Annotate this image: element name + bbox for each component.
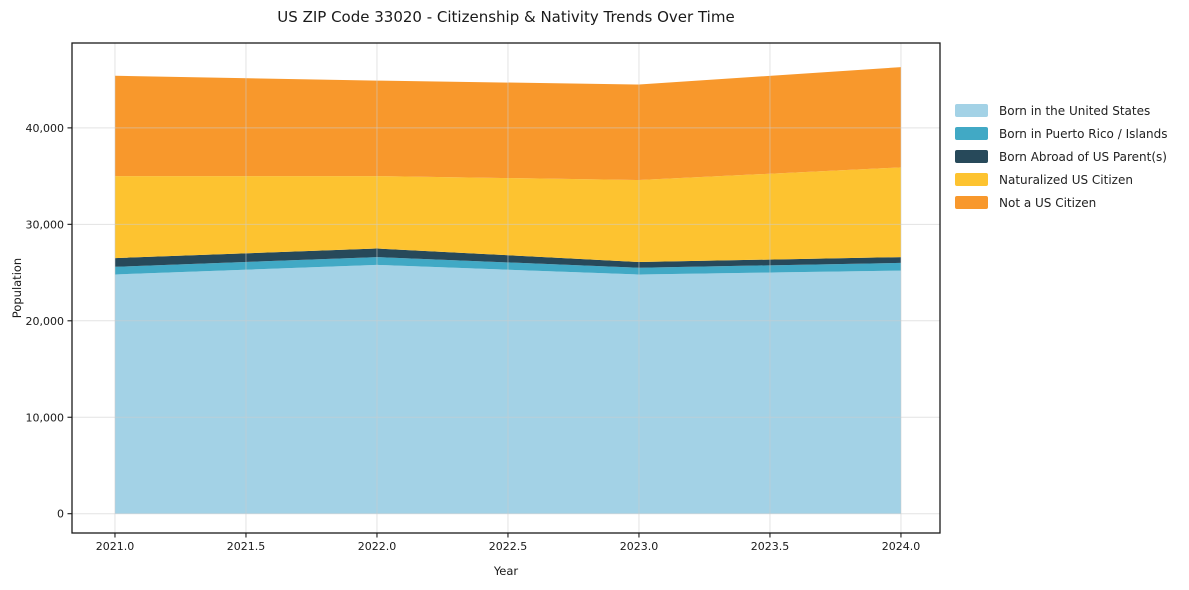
- legend-label: Not a US Citizen: [999, 195, 1097, 210]
- x-axis-label: Year: [493, 564, 519, 578]
- x-tick-label: 2022.5: [489, 540, 528, 553]
- y-tick-label: 0: [57, 508, 64, 521]
- x-tick-label: 2021.5: [227, 540, 266, 553]
- legend-label: Born Abroad of US Parent(s): [999, 149, 1167, 164]
- y-tick-label: 40,000: [26, 122, 65, 135]
- y-axis-label: Population: [10, 257, 24, 319]
- legend-label: Naturalized US Citizen: [999, 172, 1133, 187]
- legend-label: Born in the United States: [999, 103, 1151, 118]
- legend-item-born-in-puerto-rico-islands: Born in Puerto Rico / Islands: [955, 126, 1168, 141]
- y-tick-label: 30,000: [26, 218, 65, 231]
- legend-swatch: [955, 150, 988, 163]
- legend-item-not-a-us-citizen: Not a US Citizen: [955, 195, 1168, 210]
- legend-swatch: [955, 173, 988, 186]
- legend-swatch: [955, 104, 988, 117]
- plot-border: [71, 42, 941, 534]
- legend: Born in the United States Born in Puerto …: [955, 103, 1168, 210]
- legend-item-born-abroad-of-us-parent-s: Born Abroad of US Parent(s): [955, 149, 1168, 164]
- legend-label: Born in Puerto Rico / Islands: [999, 126, 1168, 141]
- y-tick-label: 20,000: [26, 315, 65, 328]
- legend-swatch: [955, 196, 988, 209]
- y-tick-label: 10,000: [26, 411, 65, 424]
- x-tick-label: 2023.0: [620, 540, 659, 553]
- chart-title: US ZIP Code 33020 - Citizenship & Nativi…: [277, 8, 735, 26]
- legend-item-naturalized-us-citizen: Naturalized US Citizen: [955, 172, 1168, 187]
- x-tick-label: 2022.0: [358, 540, 397, 553]
- legend-item-born-in-the-united-states: Born in the United States: [955, 103, 1168, 118]
- x-tick-label: 2024.0: [882, 540, 921, 553]
- x-tick-label: 2021.0: [96, 540, 135, 553]
- legend-swatch: [955, 127, 988, 140]
- x-tick-label: 2023.5: [751, 540, 790, 553]
